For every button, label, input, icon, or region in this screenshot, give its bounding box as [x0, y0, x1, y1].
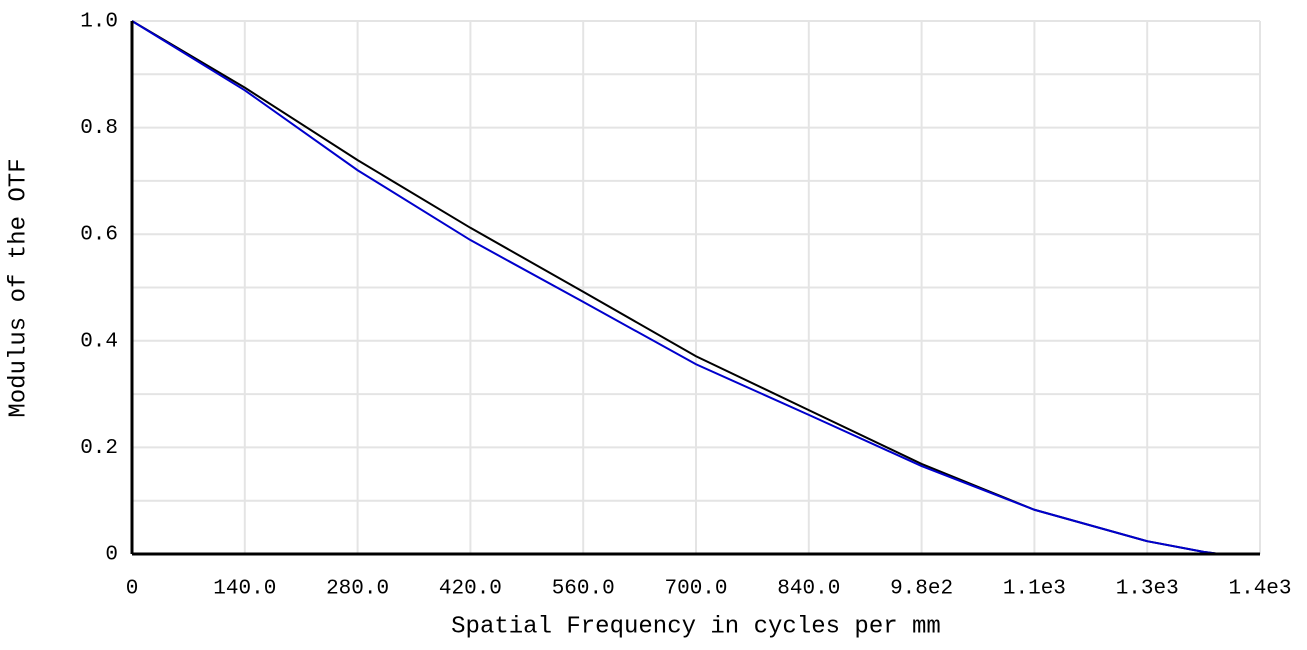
- x-tick-label: 9.8e2: [890, 578, 953, 601]
- x-tick-label: 840.0: [777, 578, 840, 601]
- x-tick-label: 140.0: [213, 578, 276, 601]
- grid: [131, 20, 1261, 555]
- x-tick-label: 1.3e3: [1116, 578, 1179, 601]
- series-line: [131, 20, 1260, 555]
- y-tick-label: 0.8: [80, 117, 118, 140]
- x-axis-title: Spatial Frequency in cycles per mm: [451, 613, 941, 640]
- x-tick-label: 700.0: [664, 578, 727, 601]
- x-tick-label: 0: [126, 578, 139, 601]
- x-tick-label: 420.0: [439, 578, 502, 601]
- x-tick-label: 560.0: [552, 578, 615, 601]
- y-tick-label: 0.2: [80, 437, 118, 460]
- y-tick-label: 0.6: [80, 224, 118, 247]
- y-axis-title: Modulus of the OTF: [5, 158, 32, 417]
- x-tick-label: 1.4e3: [1228, 578, 1291, 601]
- x-tick-label: 280.0: [326, 578, 389, 601]
- y-tick-label: 0.4: [80, 330, 118, 353]
- y-tick-label: 1.0: [80, 11, 118, 34]
- x-tick-label: 1.1e3: [1003, 578, 1066, 601]
- y-tick-label: 0: [105, 544, 118, 567]
- plot: [131, 20, 1260, 555]
